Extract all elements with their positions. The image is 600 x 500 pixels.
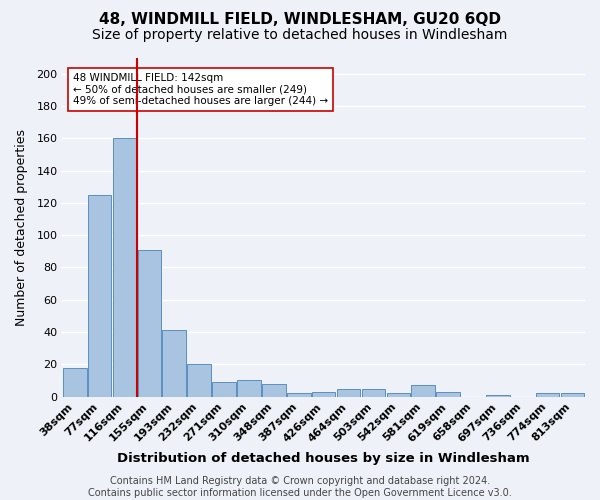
Y-axis label: Number of detached properties: Number of detached properties	[15, 128, 28, 326]
Bar	[386, 394, 410, 396]
Text: Size of property relative to detached houses in Windlesham: Size of property relative to detached ho…	[92, 28, 508, 42]
Bar	[212, 382, 236, 396]
Bar	[436, 392, 460, 396]
Bar	[337, 388, 361, 396]
Bar	[237, 380, 261, 396]
Bar	[412, 386, 435, 396]
Bar	[113, 138, 136, 396]
Bar	[486, 395, 510, 396]
Bar	[137, 250, 161, 396]
Bar	[287, 394, 311, 396]
Text: 48, WINDMILL FIELD, WINDLESHAM, GU20 6QD: 48, WINDMILL FIELD, WINDLESHAM, GU20 6QD	[99, 12, 501, 28]
Bar	[536, 394, 559, 396]
Bar	[88, 195, 112, 396]
Bar	[561, 394, 584, 396]
Text: Contains HM Land Registry data © Crown copyright and database right 2024.
Contai: Contains HM Land Registry data © Crown c…	[88, 476, 512, 498]
Bar	[362, 388, 385, 396]
Bar	[163, 330, 186, 396]
Bar	[187, 364, 211, 396]
Bar	[63, 368, 86, 396]
Bar	[312, 392, 335, 396]
X-axis label: Distribution of detached houses by size in Windlesham: Distribution of detached houses by size …	[118, 452, 530, 465]
Text: 48 WINDMILL FIELD: 142sqm
← 50% of detached houses are smaller (249)
49% of semi: 48 WINDMILL FIELD: 142sqm ← 50% of detac…	[73, 73, 328, 106]
Bar	[262, 384, 286, 396]
